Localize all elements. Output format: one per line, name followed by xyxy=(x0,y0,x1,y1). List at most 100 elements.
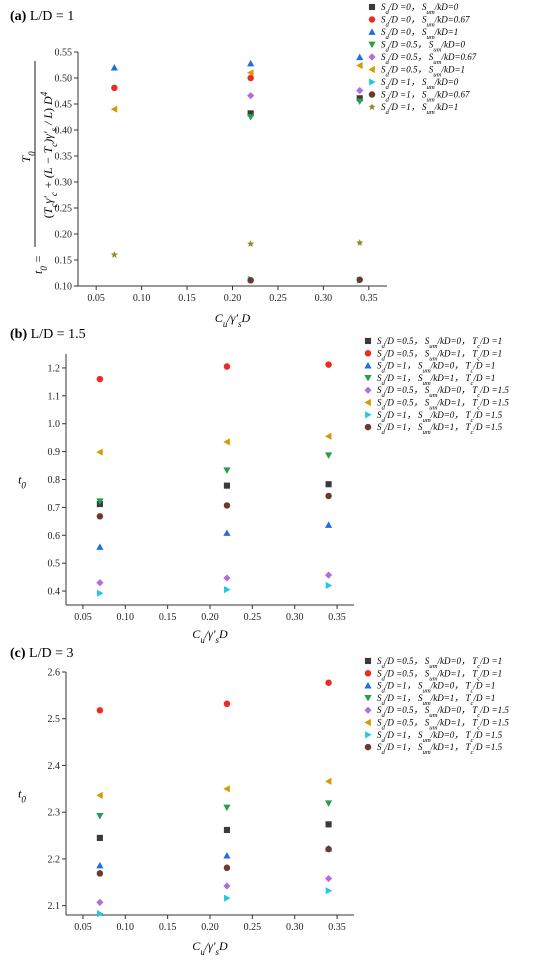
data-point xyxy=(96,791,103,799)
legend-marker xyxy=(364,375,372,382)
data-point xyxy=(325,492,332,500)
series-6 xyxy=(96,432,332,456)
x-tick-label: 0.35 xyxy=(328,922,346,933)
x-tick-label: 0.05 xyxy=(74,922,92,933)
series-3 xyxy=(110,53,364,71)
y-tick-label: 0.15 xyxy=(55,256,73,267)
data-point xyxy=(223,574,231,582)
data-point xyxy=(96,861,104,869)
y-tick-label: 0.10 xyxy=(55,282,73,293)
data-point xyxy=(324,800,333,807)
legend-entry: Sd/D =1， Sum/kD=0， Tc/D =1.5 xyxy=(377,730,503,744)
legend-entry: Sd/D =1， Sum/kD=0 xyxy=(381,77,459,91)
data-point xyxy=(223,502,231,509)
series-8 xyxy=(96,492,332,520)
data-point xyxy=(356,276,363,284)
series-1 xyxy=(96,821,332,841)
series-2 xyxy=(111,74,254,92)
data-point xyxy=(223,438,230,446)
legend-entry: Sd/D =0.5， Sum/kD=0 xyxy=(381,40,466,54)
data-point xyxy=(247,69,254,77)
y-axis-label: t0 = T0(Tcγ′c + (L − Tc)γ′s / L) D4 xyxy=(19,61,59,274)
x-tick-label: 0.10 xyxy=(117,922,135,933)
legend-entry: Sd/D =0.5， Sum/kD=0， Tc/D =1 xyxy=(377,656,502,670)
legend-entry: Sd/D =0.5， Sum/kD=1 xyxy=(381,65,465,79)
legend-entry: Sd/D =0.5， Sum/kD=1， Tc/D =1.5 xyxy=(377,398,509,412)
chart-panel-b: (b) L/D = 1.5 0.05 0.10 0.15 0.20 0.25 0.30 0.3… xyxy=(10,327,509,645)
legend: Sd/D =0.5， Sum/kD=0， Tc/D =1Sd/D =0.5， S… xyxy=(364,656,509,756)
legend-entry: Sd/D =0.5， Sum/kD=0， Tc/D =1 xyxy=(377,336,502,350)
data-point xyxy=(247,74,254,82)
legend-entry: Sd/D =1， Sum/kD=0， Tc/D =1 xyxy=(377,681,495,695)
legend: Sd/D =0.5， Sum/kD=0， Tc/D =1 Sd/D =0.5， S… xyxy=(364,336,509,436)
series-7 xyxy=(97,887,333,918)
data-point xyxy=(247,114,255,121)
panel-title: (a) L/D = 1 xyxy=(10,9,74,24)
y-tick-label: 0.20 xyxy=(55,230,73,241)
series-6 xyxy=(110,61,363,113)
data-point xyxy=(223,852,231,859)
svg-text:(Tcγ′c + (L − Tc)γ′s / L) D4: (Tcγ′c + (L − Tc)γ′s / L) D4 xyxy=(39,91,59,218)
legend-marker xyxy=(368,91,376,98)
legend-marker xyxy=(364,743,372,751)
data-point xyxy=(223,882,231,890)
x-tick-label: 0.20 xyxy=(224,293,242,304)
legend-entry: Sd/D =0， Sum/kD=1 xyxy=(381,27,458,41)
series-4 xyxy=(96,452,333,505)
data-point xyxy=(356,239,364,246)
legend-marker xyxy=(365,731,372,739)
legend-entry: Sd/D =0， Sum/kD=0.67 xyxy=(381,15,470,29)
svg-text:t0 =: t0 = xyxy=(31,255,49,274)
y-tick-label: 2.5 xyxy=(48,714,61,725)
y-tick-label: 2.3 xyxy=(48,808,61,819)
data-point xyxy=(96,498,104,505)
data-point xyxy=(325,679,332,686)
series-5 xyxy=(96,874,333,906)
x-tick-label: 0.10 xyxy=(133,293,151,304)
legend: Sd/D =0， Sum/kD=0Sd/D =0， Sum/kD=0.67Sd/… xyxy=(368,2,477,116)
y-tick-label: 1.2 xyxy=(48,363,61,374)
data-point xyxy=(325,845,332,853)
data-point xyxy=(223,804,231,812)
x-tick-label: 0.35 xyxy=(360,293,378,304)
x-tick-label: 0.20 xyxy=(201,612,219,623)
data-point xyxy=(96,579,104,587)
data-point xyxy=(325,581,333,590)
y-tick-label: 0.30 xyxy=(55,178,73,189)
legend-marker xyxy=(364,337,372,345)
data-point xyxy=(324,432,332,440)
data-point xyxy=(110,251,118,258)
x-tick-label: 0.15 xyxy=(178,293,196,304)
data-point xyxy=(247,92,255,100)
x-tick-label: 0.25 xyxy=(269,293,287,304)
legend-marker xyxy=(364,350,372,357)
legend-marker xyxy=(369,78,376,86)
data-point xyxy=(223,864,231,872)
chart-panel-a: (a) L/D = 1 0.05 0.10 0.15 0.20 0.25 0.30 0.35 0… xyxy=(10,2,477,329)
data-point xyxy=(324,874,333,883)
data-point xyxy=(247,277,254,284)
series-4 xyxy=(247,98,364,121)
data-point xyxy=(325,481,332,488)
series-3 xyxy=(96,845,333,869)
y-tick-label: 2.2 xyxy=(48,854,61,865)
panel-title: (c) L/D = 3 xyxy=(10,646,74,661)
data-point xyxy=(97,589,104,597)
data-point xyxy=(96,513,104,520)
data-point xyxy=(356,61,363,70)
y-axis-label: t0 xyxy=(18,787,26,805)
data-point xyxy=(224,894,231,902)
data-point xyxy=(110,105,118,113)
x-tick-label: 0.15 xyxy=(159,612,177,623)
data-point xyxy=(324,571,333,579)
legend-marker xyxy=(368,103,376,111)
y-tick-label: 0.5 xyxy=(48,559,61,570)
y-tick-label: 0.4 xyxy=(48,587,61,598)
data-point xyxy=(223,467,231,474)
series-9 xyxy=(110,239,364,258)
legend-entry: Sd/D =1， Sum/kD=0， Tc/D =1 xyxy=(377,361,495,375)
series-7 xyxy=(247,275,364,284)
data-point xyxy=(247,240,255,247)
x-axis-label: Cu/γ′sD xyxy=(192,627,228,645)
